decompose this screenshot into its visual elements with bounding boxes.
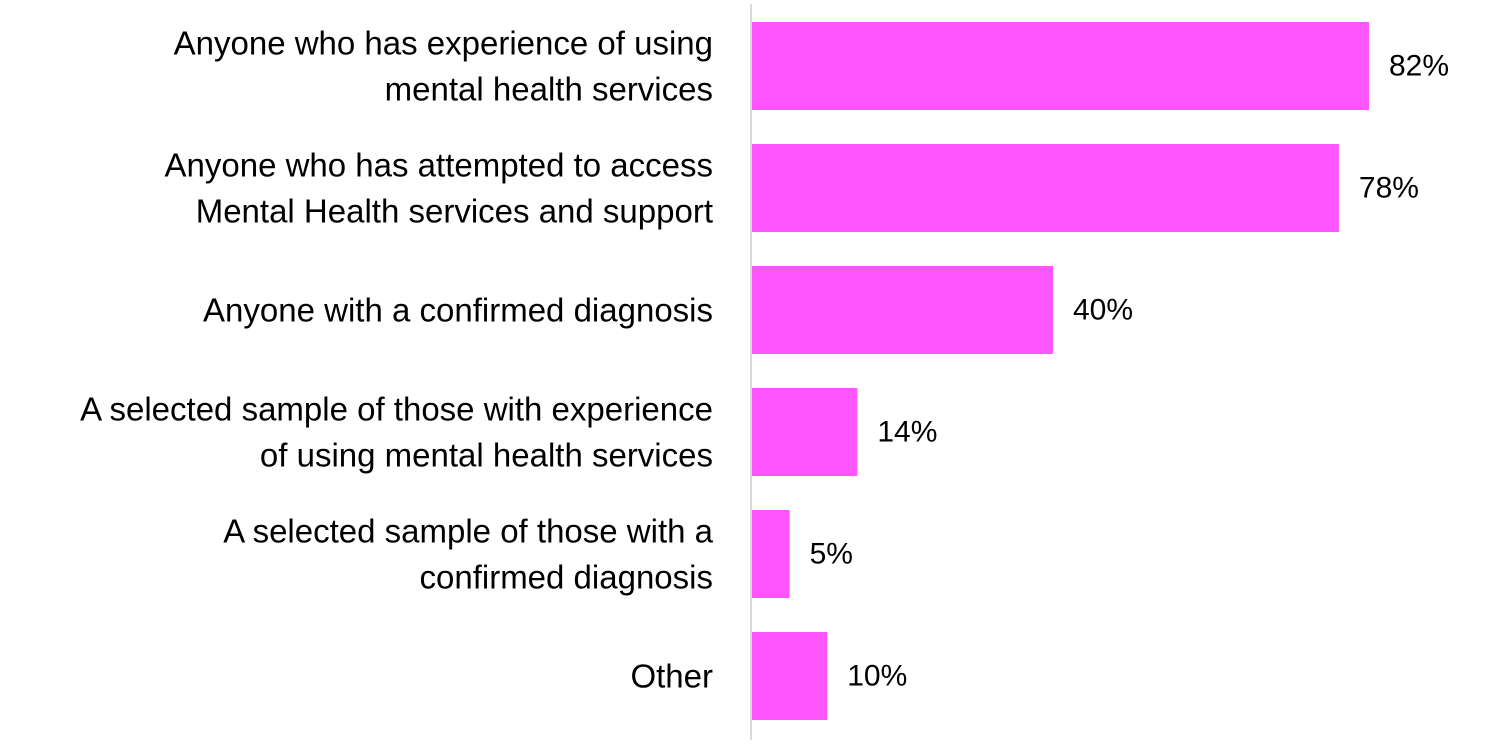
value-label-3: 14% [877, 416, 937, 449]
category-label-3-line-1: of using mental health services [260, 437, 713, 474]
value-label-1: 78% [1359, 172, 1419, 205]
value-label-0: 82% [1389, 50, 1449, 83]
value-labels-group: 82% 78% 40% 14% 5% 10% [810, 50, 1449, 693]
category-label-0-line-1: mental health services [385, 71, 713, 108]
category-labels-group: Anyone who has experience of using mental… [80, 25, 714, 695]
bar-0 [752, 22, 1369, 110]
category-label-4-line-0: A selected sample of those with a [223, 513, 713, 550]
category-label-4-line-1: confirmed diagnosis [420, 559, 714, 596]
category-label-1-line-0: Anyone who has attempted to access [165, 147, 714, 184]
category-label-0-line-0: Anyone who has experience of using [174, 25, 713, 62]
bars-group [752, 22, 1369, 720]
value-label-5: 10% [847, 660, 907, 693]
category-label-5-line-0: Other [630, 658, 713, 695]
bar-2 [752, 266, 1053, 354]
category-label-3-line-0: A selected sample of those with experien… [80, 391, 713, 428]
bar-3 [752, 388, 858, 476]
value-label-4: 5% [810, 538, 853, 571]
value-label-2: 40% [1073, 294, 1133, 327]
category-label-2-line-0: Anyone with a confirmed diagnosis [203, 292, 713, 329]
category-label-1-line-1: Mental Health services and support [196, 193, 713, 230]
bar-1 [752, 144, 1339, 232]
bar-4 [752, 510, 790, 598]
bar-5 [752, 632, 828, 720]
